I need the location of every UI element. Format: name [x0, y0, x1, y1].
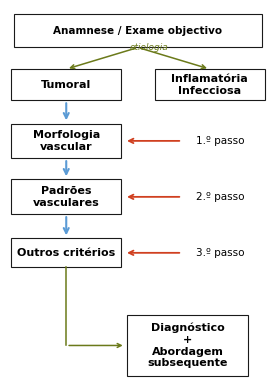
FancyBboxPatch shape: [11, 179, 121, 214]
FancyBboxPatch shape: [11, 69, 121, 100]
Text: 3.º passo: 3.º passo: [196, 248, 245, 258]
FancyBboxPatch shape: [127, 315, 248, 376]
Text: Tumoral: Tumoral: [41, 80, 91, 90]
Text: Outros critérios: Outros critérios: [17, 248, 115, 258]
Text: Padrões
vasculares: Padrões vasculares: [33, 186, 100, 208]
Text: 1.º passo: 1.º passo: [196, 136, 245, 146]
Text: Anamnese / Exame objectivo: Anamnese / Exame objectivo: [54, 26, 222, 36]
Text: Morfologia
vascular: Morfologia vascular: [33, 130, 100, 152]
Text: etiologia: etiologia: [130, 43, 168, 52]
FancyBboxPatch shape: [11, 238, 121, 267]
Text: Inflamatória
Infecciosa: Inflamatória Infecciosa: [171, 74, 248, 96]
FancyBboxPatch shape: [14, 14, 262, 47]
FancyBboxPatch shape: [11, 124, 121, 158]
Text: Diagnóstico
+
Abordagem
subsequente: Diagnóstico + Abordagem subsequente: [147, 323, 228, 368]
FancyBboxPatch shape: [155, 69, 265, 100]
Text: 2.º passo: 2.º passo: [196, 192, 245, 202]
